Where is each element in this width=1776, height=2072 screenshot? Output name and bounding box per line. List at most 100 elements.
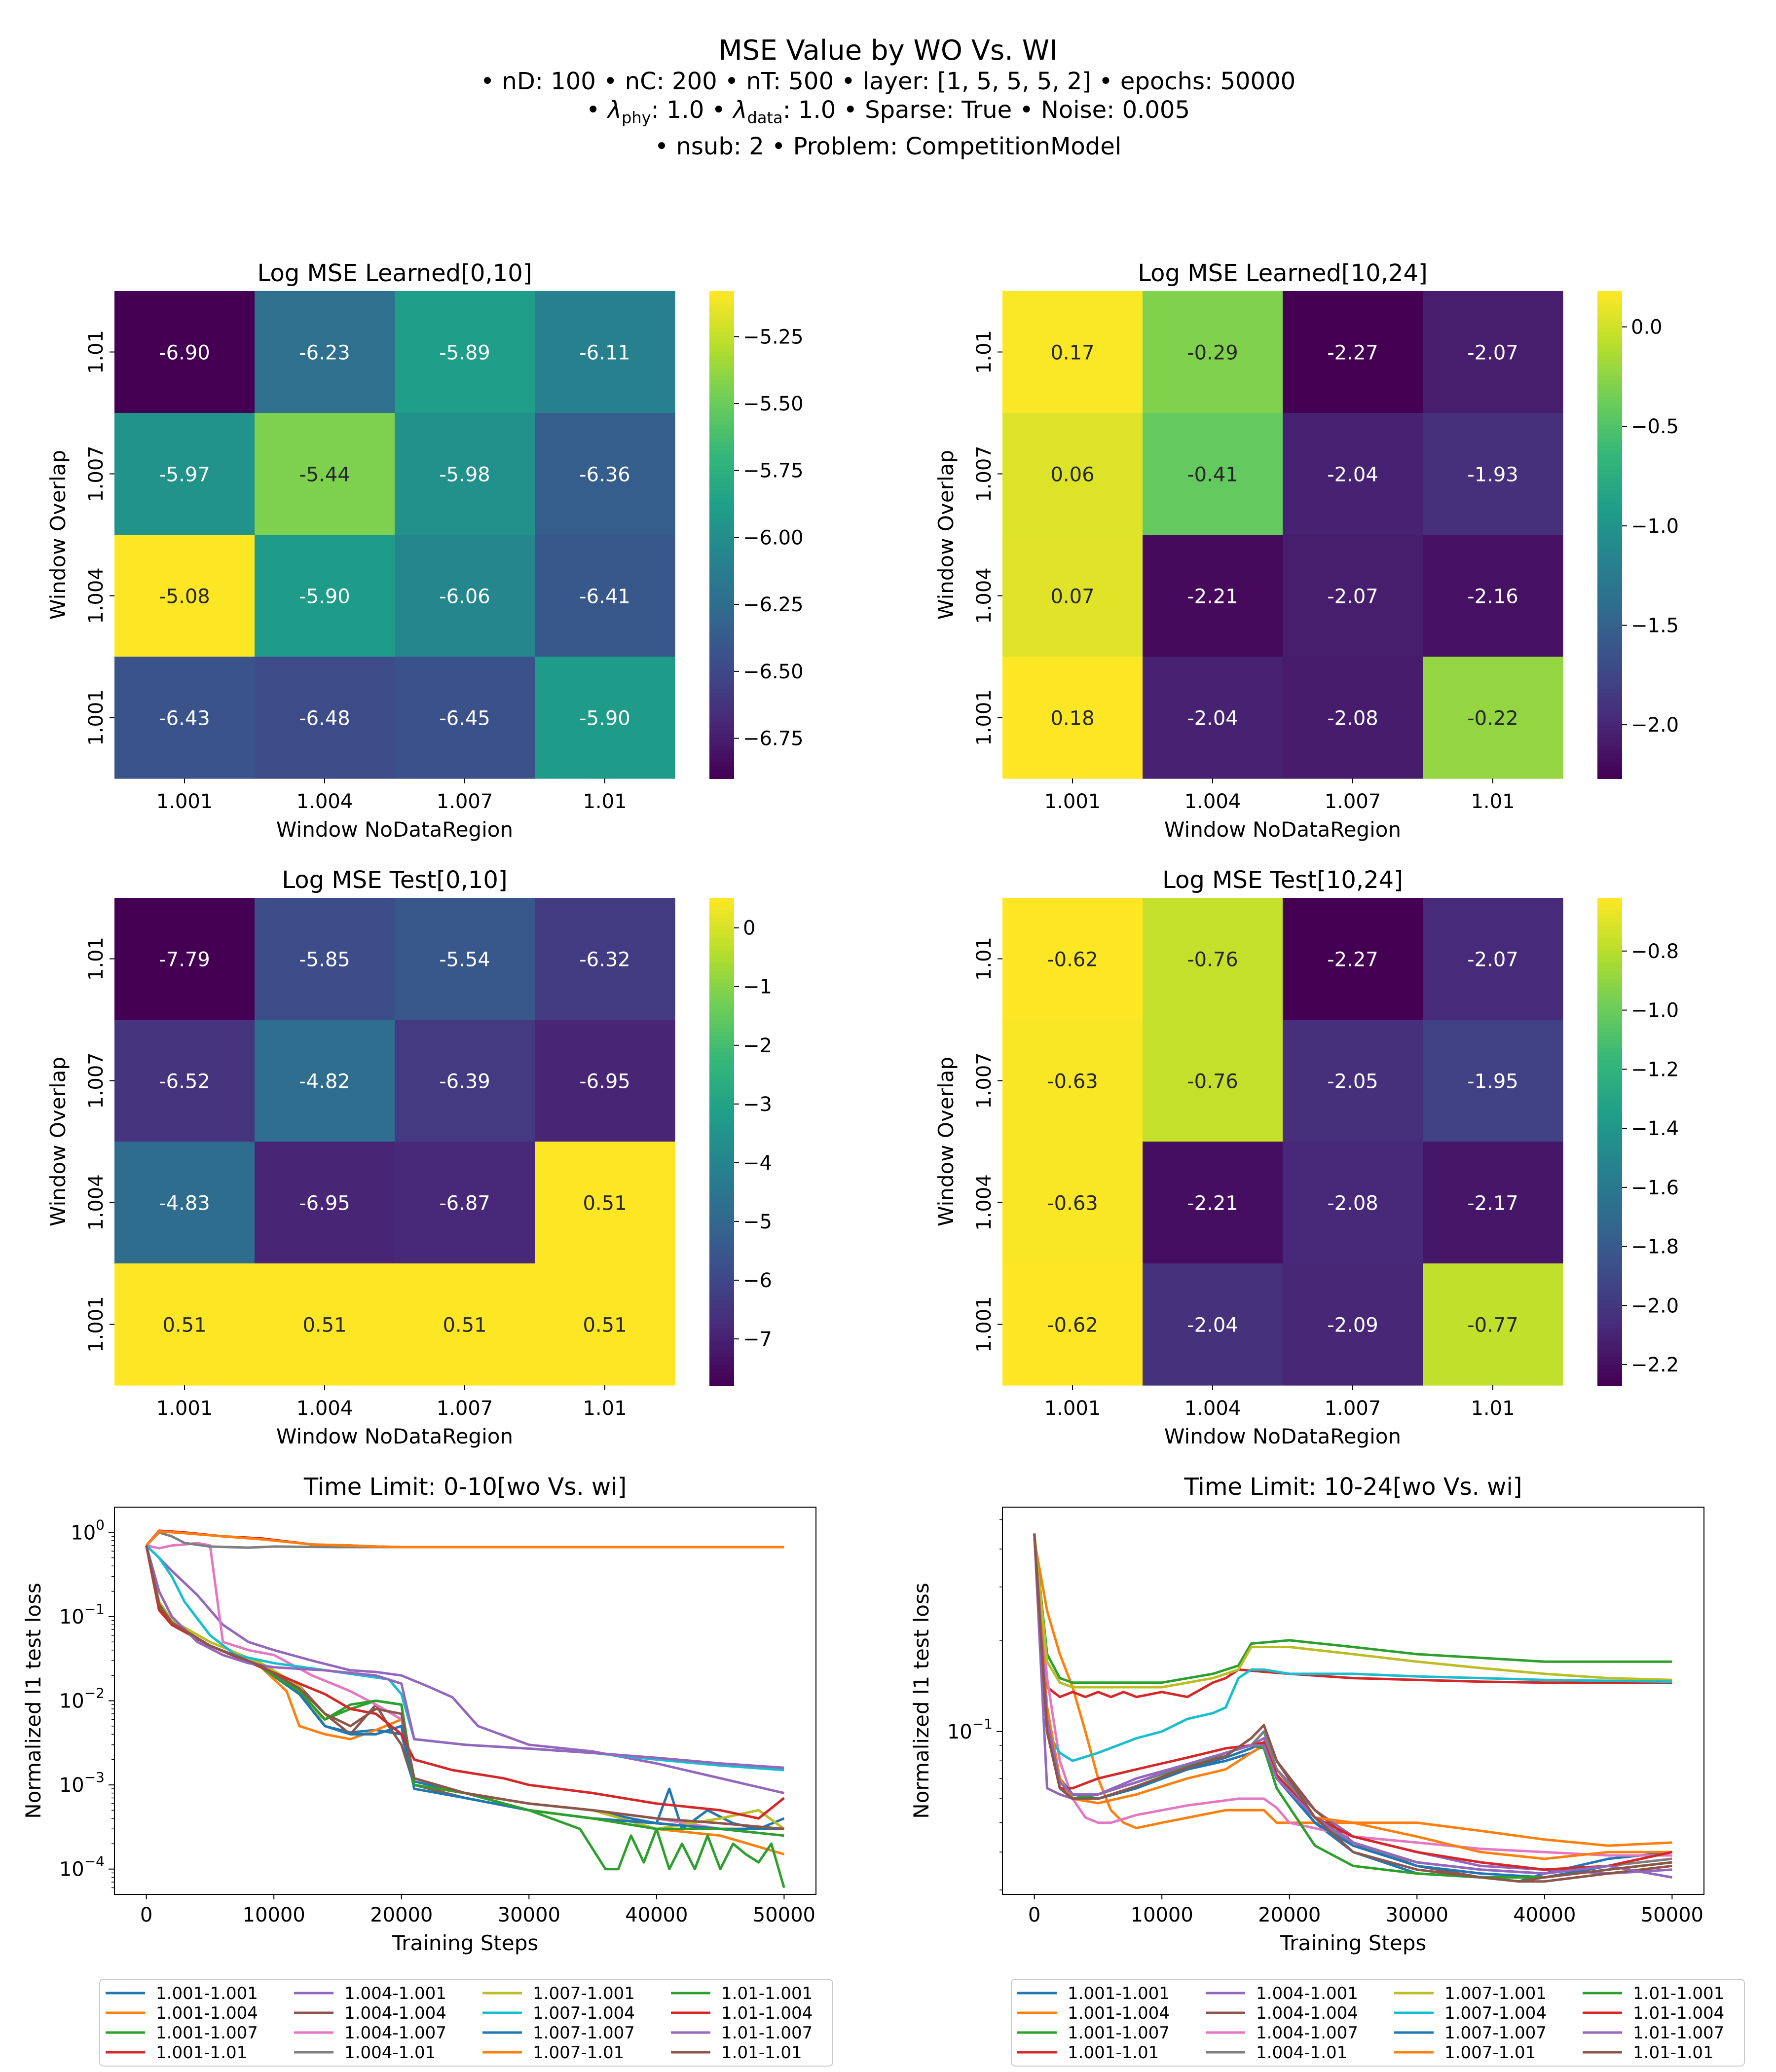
colorbar-segment [1597,498,1622,503]
colorbar-segment [1597,1348,1622,1354]
colorbar-segment [1597,1137,1622,1142]
colorbar-segment [709,709,734,714]
colorbar-tick-label: −6.25 [743,593,804,616]
colorbar-segment [709,738,734,742]
y-tick-label: 1.01 [85,937,108,981]
colorbar-segment [709,693,734,698]
cell-value-label: -2.07 [1467,949,1518,971]
colorbar-segment [1597,1129,1622,1134]
colorbar-segment [709,665,734,669]
colorbar-segment [1597,741,1622,747]
series-line [146,1542,784,1837]
colorbar-segment [709,1247,734,1252]
colorbar-segment [1597,1105,1622,1110]
colorbar-segment [1597,344,1622,349]
colorbar-segment [1597,608,1622,613]
colorbar-segment [1597,1007,1622,1012]
colorbar-segment [709,1292,734,1296]
colorbar-segment [709,677,734,682]
colorbar-segment [1597,942,1622,947]
colorbar-segment [709,1267,734,1272]
cell-value-label: -6.32 [579,949,630,971]
heatmap-learned-0-10: Log MSE Learned[0,10] -6.90 -6.23 -5.89 -6.1… [46,259,804,842]
colorbar-segment [709,547,734,552]
series-line [145,1545,784,1830]
x-axis-label: Window NoDataRegion [1164,1424,1401,1448]
cell-value-label: -0.62 [1047,949,1098,971]
colorbar-segment [709,934,734,939]
colorbar-segment [1597,652,1622,657]
cell-value-label: -6.52 [159,1071,210,1093]
colorbar-tick-label: −0.8 [1631,940,1679,963]
colorbar-segment [1597,1125,1622,1130]
colorbar-segment [709,697,734,702]
colorbar-segment [1597,1015,1622,1020]
colorbar-segment [1597,429,1622,434]
legend-label: 1.007-1.01 [533,2043,624,2063]
colorbar-segment [1597,1222,1622,1227]
colorbar-segment [1597,1097,1622,1102]
legend-label: 1.007-1.001 [1444,1984,1547,2003]
heatmap-cell [535,1263,675,1386]
y-tick-label: 1.007 [973,445,996,502]
y-tick-label: 1.004 [973,1174,996,1231]
colorbar-segment [709,1003,734,1008]
heatmap-cell [1143,291,1283,413]
colorbar-segment [1597,372,1622,377]
colorbar-segment [1597,1231,1622,1236]
colorbar-segment [1597,612,1622,617]
y-tick-label: 10−4 [59,1853,105,1881]
y-tick-label: 10−2 [59,1685,105,1713]
x-tick-label: 1.001 [156,1397,213,1420]
cell-value-label: -2.07 [1467,342,1518,365]
legend-label: 1.007-1.004 [1444,2003,1547,2023]
cell-value-label: -6.43 [159,707,210,730]
colorbar-segment [1597,1186,1622,1191]
heatmap-cell [1423,657,1563,779]
x-tick-label: 1.01 [583,1397,627,1420]
heatmap-cell [114,535,255,657]
y-tick-label: 1.004 [85,567,108,624]
colorbar-segment [1597,1011,1622,1016]
colorbar-segment [1597,1279,1622,1285]
colorbar-segment [1597,701,1622,706]
colorbar-tick-label: −1.0 [1631,999,1679,1022]
colorbar-segment [709,1320,734,1325]
colorbar-segment [709,1206,734,1211]
colorbar-segment [709,906,734,911]
y-tick-label: 100 [71,1517,105,1544]
colorbar-segment [1597,486,1622,491]
colorbar-segment [1597,1084,1622,1089]
colorbar-segment [709,408,734,413]
heatmap-cell [1423,1263,1563,1386]
legend-label: 1.001-1.001 [156,1984,258,2003]
colorbar-segment [709,741,734,747]
colorbar-segment [1597,470,1622,475]
colorbar-segment [1597,1219,1622,1223]
colorbar-segment [709,672,734,678]
colorbar-segment [1597,433,1622,438]
colorbar-segment [709,730,734,735]
colorbar-segment [709,746,734,751]
x-tick-label: 1.004 [1184,790,1241,813]
cell-value-label: -2.17 [1467,1192,1518,1215]
colorbar-segment [1597,644,1622,649]
colorbar-tick-label: −1 [743,976,772,999]
series-line [145,1545,784,1830]
colorbar-segment [709,1097,734,1102]
colorbar-segment [1597,1271,1622,1276]
cell-value-label: -4.83 [159,1192,210,1215]
colorbar-segment [709,983,734,988]
colorbar-segment [1597,766,1622,771]
colorbar-segment [1597,697,1622,702]
x-axis-label: Window NoDataRegion [276,817,513,842]
cell-value-label: -2.21 [1187,1192,1238,1215]
colorbar-segment [709,1295,734,1301]
colorbar-segment [709,1060,734,1065]
series-line [1033,1533,1672,1762]
colorbar-segment [1597,987,1622,992]
colorbar-segment [709,457,734,462]
colorbar-segment [1597,738,1622,742]
colorbar-segment [709,555,734,560]
colorbar-segment [1597,1174,1622,1179]
